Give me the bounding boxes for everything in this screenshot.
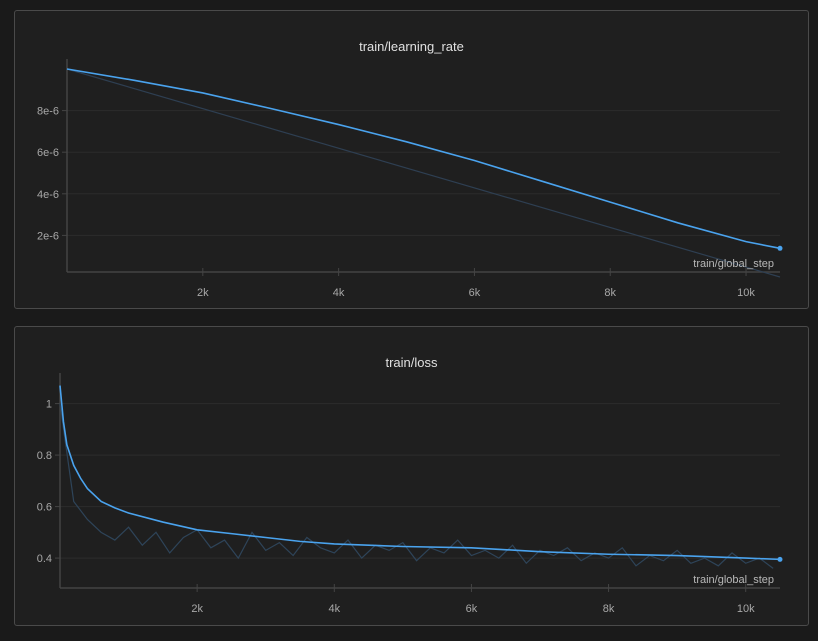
x-tick-label: 2k: [197, 287, 209, 299]
learning-rate-chart[interactable]: 2e-6 4e-6 6e-6 8e-6 2k 4k 6k 8k 10k train/global_…: [15, 11, 810, 310]
x-axis-label: train/global_step: [693, 574, 774, 586]
x-tick-label: 4k: [333, 287, 345, 299]
y-tick-label: 0.6: [37, 502, 52, 514]
series-end-point: [777, 245, 783, 251]
x-axis-label: train/global_step: [693, 258, 774, 270]
y-tick-label: 4e-6: [37, 189, 59, 201]
raw-series-line: [66, 68, 781, 278]
raw-series-line: [59, 403, 774, 569]
x-tick-label: 2k: [191, 603, 203, 615]
loss-panel: train/loss 0.4 0.6 0.8 1 2k 4k 6k 8k 10k train/gl…: [14, 326, 809, 626]
loss-chart[interactable]: 0.4 0.6 0.8 1 2k 4k 6k 8k 10k train/global_step: [15, 327, 810, 627]
x-tick-label: 10k: [737, 287, 755, 299]
smoothed-series-line: [66, 68, 781, 250]
chart-title: train/learning_rate: [359, 39, 464, 54]
y-tick-label: 0.4: [37, 553, 52, 565]
x-tick-label: 6k: [469, 287, 481, 299]
y-tick-label: 2e-6: [37, 230, 59, 242]
x-tick-label: 6k: [466, 603, 478, 615]
x-tick-label: 8k: [604, 287, 616, 299]
y-tick-label: 0.8: [37, 450, 52, 462]
x-tick-label: 4k: [328, 603, 340, 615]
y-tick-label: 6e-6: [37, 147, 59, 159]
y-tick-label: 1: [46, 399, 52, 411]
chart-title: train/loss: [385, 355, 438, 370]
y-tick-label: 8e-6: [37, 106, 59, 118]
series-end-point: [777, 556, 783, 562]
x-tick-label: 8k: [603, 603, 615, 615]
learning-rate-panel: train/learning_rate 2e-6 4e-6 6e-6 8e-6 2k 4k…: [14, 10, 809, 309]
x-tick-label: 10k: [737, 603, 755, 615]
smoothed-series-line: [59, 385, 781, 561]
